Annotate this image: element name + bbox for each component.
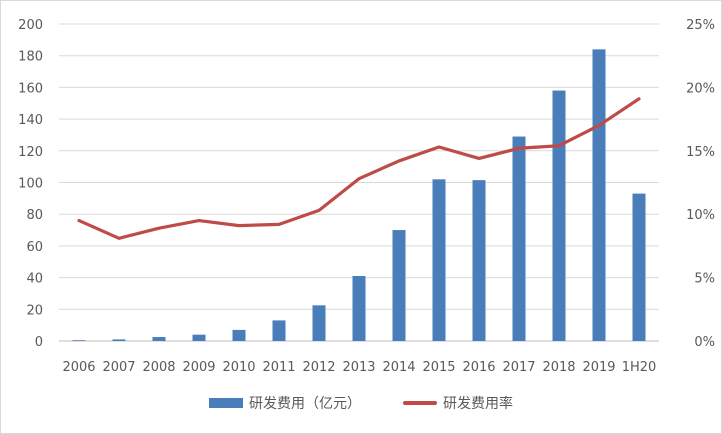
x-axis-tick-label: 2019 — [582, 360, 615, 375]
x-axis-tick-label: 2011 — [262, 360, 295, 375]
bar — [352, 276, 366, 341]
x-axis-tick-label: 2015 — [422, 360, 455, 375]
bar — [592, 49, 606, 342]
y-axis-tick-label: 0 — [35, 335, 43, 350]
x-axis-tick-label: 2018 — [542, 360, 575, 375]
y-axis-tick-label: 160 — [18, 81, 43, 96]
x-axis-tick-label: 2006 — [62, 360, 95, 375]
x-axis-tick-label: 2013 — [342, 360, 375, 375]
y2-axis-tick-label: 20% — [686, 81, 715, 96]
y-axis-tick-label: 20 — [26, 303, 43, 318]
y-axis-tick-label: 40 — [26, 272, 43, 287]
x-axis-tick-label: 2012 — [302, 360, 335, 375]
bar — [432, 179, 446, 341]
y-axis-tick-label: 200 — [18, 18, 43, 33]
bar — [392, 230, 406, 341]
bar — [552, 90, 566, 341]
bar — [272, 320, 286, 341]
x-axis-tick-label: 1H20 — [622, 360, 657, 375]
y2-axis-tick-label: 0% — [694, 335, 715, 350]
bar — [632, 193, 646, 341]
bar — [472, 180, 486, 341]
x-axis-tick-label: 2007 — [102, 360, 135, 375]
y-axis-tick-label: 80 — [26, 208, 43, 223]
x-axis-tick-label: 2008 — [142, 360, 175, 375]
legend-line-label: 研发费用率 — [443, 396, 513, 412]
x-axis-tick-label: 2014 — [382, 360, 415, 375]
legend-line-swatch — [403, 401, 437, 405]
y-axis-tick-label: 120 — [18, 145, 43, 160]
x-axis-tick-label: 2009 — [182, 360, 215, 375]
legend: 研发费用（亿元） 研发费用率 — [1, 393, 721, 413]
legend-bar-label: 研发费用（亿元） — [249, 396, 361, 412]
legend-item-bar: 研发费用（亿元） — [209, 393, 361, 413]
bar — [112, 339, 126, 341]
x-axis-tick-label: 2010 — [222, 360, 255, 375]
bar — [232, 329, 246, 341]
y-axis-tick-label: 60 — [26, 240, 43, 255]
bar — [192, 334, 206, 341]
y-axis-tick-label: 140 — [18, 113, 43, 128]
bar — [152, 337, 166, 341]
y2-axis-tick-label: 25% — [686, 18, 715, 33]
y2-axis-tick-label: 10% — [686, 208, 715, 223]
y-axis-tick-label: 100 — [18, 177, 43, 192]
y2-axis-tick-label: 15% — [686, 145, 715, 160]
legend-item-line: 研发费用率 — [403, 393, 513, 413]
bar — [312, 305, 326, 341]
bar — [512, 136, 526, 341]
combo-chart: 0 20 40 60 80 100 120 140 160 180 200 0% 5% 10% 15% 20%… — [18, 18, 715, 375]
y2-axis-tick-label: 5% — [694, 272, 715, 287]
bar — [72, 340, 86, 342]
legend-bar-swatch — [209, 398, 243, 408]
series-line — [77, 97, 641, 240]
y-axis-tick-label: 180 — [18, 50, 43, 65]
x-axis-tick-label: 2016 — [462, 360, 495, 375]
x-axis-tick-label: 2017 — [502, 360, 535, 375]
